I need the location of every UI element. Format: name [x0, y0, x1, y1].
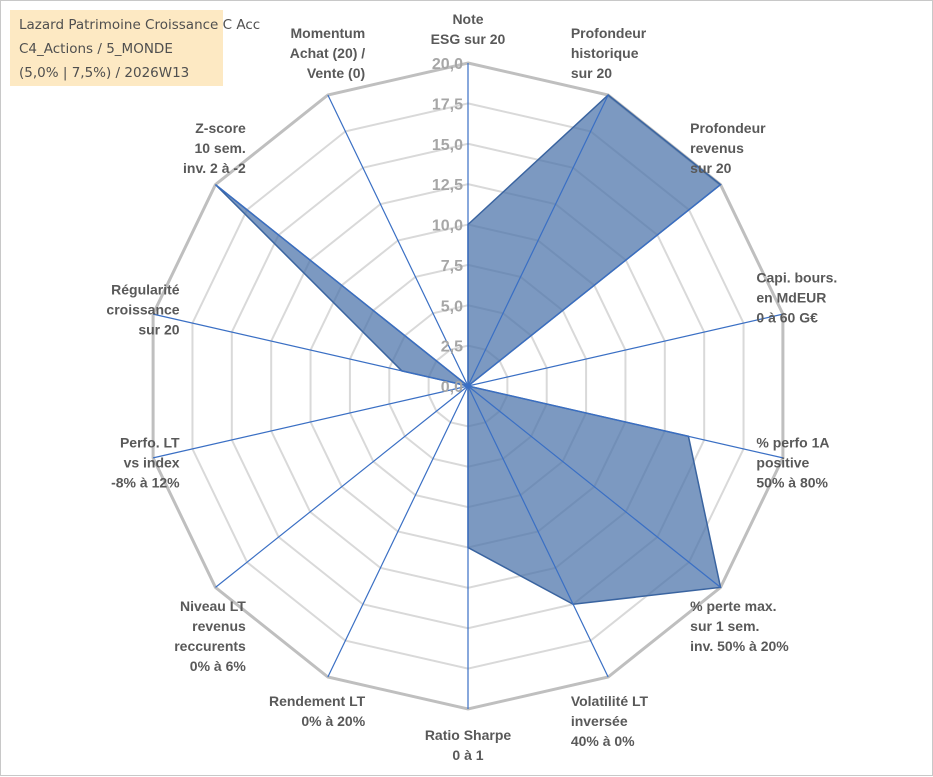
axis-spoke	[327, 94, 469, 387]
tick-label: 15,0	[432, 137, 463, 154]
axis-label: Rendement LT 0% à 20%	[269, 693, 366, 729]
axis-label: Note ESG sur 20	[431, 11, 506, 47]
axis-label: Niveau LT revenus reccurents 0% à 6%	[174, 598, 246, 674]
tick-label: 20,0	[432, 56, 463, 73]
spoke-layer	[152, 63, 784, 709]
tick-label: 2,5	[441, 339, 463, 356]
axis-spoke	[467, 313, 784, 387]
axis-spoke	[467, 385, 784, 459]
axis-label: Momentum Achat (20) / Vente (0)	[290, 25, 366, 81]
axis-spoke	[467, 385, 609, 678]
axis-spoke	[152, 313, 469, 387]
axis-label: Régularité croissance sur 20	[106, 282, 179, 338]
axis-label-layer: Note ESG sur 20 Profondeur historique sur 20…	[106, 11, 837, 763]
title-line-3: (5,0% | 7,5%) / 2026W13	[19, 65, 190, 81]
axis-spoke	[152, 385, 469, 459]
axis-spoke	[327, 385, 469, 678]
axis-label: Ratio Sharpe 0 à 1	[425, 727, 512, 763]
axis-spoke	[215, 184, 469, 387]
tick-label: 17,5	[432, 96, 463, 113]
tick-label: 0,0	[441, 379, 463, 396]
tick-label: 12,5	[432, 177, 463, 194]
axis-spoke	[467, 94, 609, 387]
title-line-2: C4_Actions / 5_MONDE	[19, 41, 173, 57]
axis-spoke	[467, 184, 721, 387]
title-box: Lazard Patrimoine Croissance C Acc C4_Ac…	[10, 10, 260, 86]
title-line-1: Lazard Patrimoine Croissance C Acc	[19, 17, 261, 33]
axis-label: Perfo. LT vs index -8% à 12%	[111, 434, 180, 490]
tick-layer: 0,0 2,5 5,0 7,5 10,0 12,5 15,0 17,5 20,0	[432, 56, 463, 396]
tick-label: 7,5	[441, 258, 463, 275]
axis-label: Z-score 10 sem. inv. 2 à -2	[183, 120, 246, 176]
axis-label: % perte max. sur 1 sem. inv. 50% à 20%	[690, 598, 789, 654]
axis-label: Capi. bours. en MdEUR 0 à 60 G€	[756, 270, 837, 326]
tick-label: 5,0	[441, 298, 463, 315]
axis-spoke	[215, 385, 469, 588]
axis-label: % perfo 1A positive 50% à 80%	[756, 434, 829, 490]
axis-spoke	[467, 385, 721, 588]
axis-label: Profondeur revenus sur 20	[690, 120, 766, 176]
axis-label: Volatilité LT inversée 40% à 0%	[571, 693, 649, 749]
tick-label: 10,0	[432, 218, 463, 235]
axis-label: Profondeur historique sur 20	[571, 25, 647, 81]
